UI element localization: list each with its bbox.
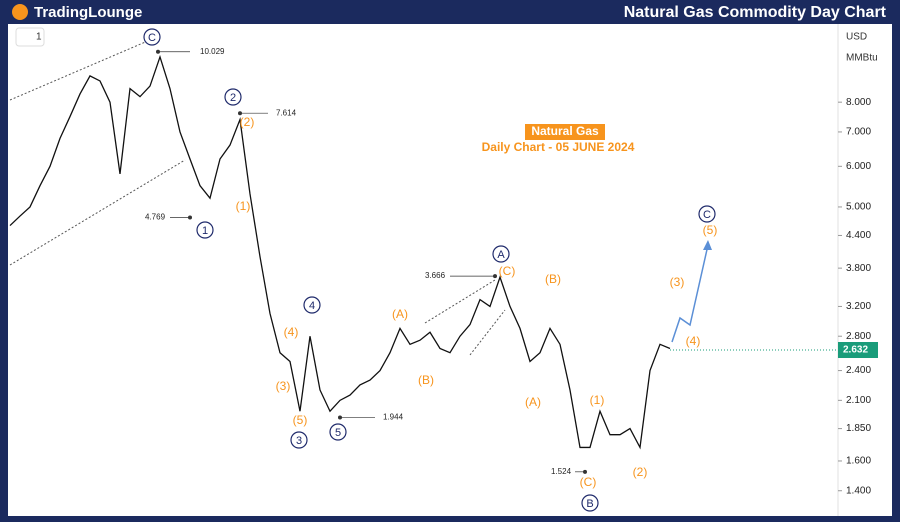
wave-label: (3) — [670, 275, 685, 289]
wave-circle — [492, 245, 510, 263]
wave-label: (4) — [686, 334, 701, 348]
brand: TradingLounge — [34, 4, 142, 21]
price-mark-label: 4.769 — [145, 213, 166, 222]
y-tick-label: 3.800 — [846, 263, 871, 274]
chart-subtitle: Daily Chart - 05 JUNE 2024 — [482, 140, 635, 154]
y-tick-label: 1.400 — [846, 485, 871, 496]
wave-circle — [290, 431, 308, 449]
wave-label: (C) — [499, 264, 516, 278]
wave-circle — [329, 423, 347, 441]
wave-label: (2) — [633, 465, 648, 479]
y-tick-label: 7.000 — [846, 127, 871, 138]
wave-label: (A) — [392, 307, 408, 321]
interval: 1 — [36, 32, 42, 43]
wave-label: (2) — [240, 115, 255, 129]
title-box — [525, 124, 605, 140]
wave-circle — [698, 205, 716, 223]
wave-label: (3) — [276, 379, 291, 393]
price-mark-dot — [188, 215, 192, 220]
wave-label: (1) — [590, 393, 605, 407]
wave-label: (4) — [284, 325, 299, 339]
wave-label: (5) — [293, 413, 308, 427]
wave-circle — [196, 221, 214, 239]
projection-arrow — [703, 240, 712, 250]
price-mark-label: 7.614 — [276, 108, 297, 117]
last-price-box — [838, 342, 878, 359]
wave-circle — [581, 494, 599, 512]
y-tick-label: 6.000 — [846, 161, 871, 172]
y-tick-label: 2.100 — [846, 395, 871, 406]
projection — [671, 244, 709, 343]
wave-label: B — [586, 498, 593, 510]
wave-label: A — [497, 249, 505, 261]
wave-label: 2 — [230, 92, 236, 104]
wave-label: 1 — [202, 225, 208, 237]
price-mark-dot — [493, 274, 497, 279]
price-mark-dot — [156, 49, 160, 54]
currency: USD — [846, 32, 867, 43]
last-price-label: 2.632 — [843, 345, 868, 356]
channel-line — [424, 279, 496, 324]
y-tick-label: 2.400 — [846, 365, 871, 376]
wave-label: (A) — [525, 395, 541, 409]
y-tick-label: 8.000 — [846, 97, 871, 108]
price-mark-dot — [238, 111, 242, 116]
wave-label: 3 — [296, 435, 302, 447]
wave-label: (1) — [236, 199, 251, 213]
channel-line — [9, 39, 151, 101]
wave-label: (5) — [703, 223, 718, 237]
wave-circle — [143, 28, 161, 46]
y-tick-label: 1.600 — [846, 456, 871, 467]
wave-circle — [303, 296, 321, 314]
y-tick-label: 3.200 — [846, 301, 871, 312]
wave-label: C — [148, 32, 156, 44]
price-mark-dot — [338, 415, 342, 420]
logo-icon — [12, 4, 28, 20]
y-tick-label: 1.850 — [846, 423, 871, 434]
chart-title: Natural Gas — [531, 124, 599, 138]
price-mark-label: 10.029 — [200, 47, 225, 56]
y-tick-label: 5.000 — [846, 202, 871, 213]
wave-label: (C) — [580, 475, 597, 489]
unit: MMBtu — [846, 53, 878, 64]
price-mark-label: 1.524 — [551, 467, 572, 476]
price-line — [9, 54, 671, 450]
wave-label: 5 — [335, 427, 341, 439]
price-mark-label: 1.944 — [383, 413, 404, 422]
wave-label: (B) — [545, 272, 561, 286]
wave-circle — [224, 88, 242, 106]
page-title: Natural Gas Commodity Day Chart — [624, 4, 887, 21]
channel-line — [469, 309, 506, 356]
y-tick-label: 2.800 — [846, 331, 871, 342]
wave-label: (B) — [418, 373, 434, 387]
wave-label: C — [703, 209, 711, 221]
price-mark-dot — [583, 469, 587, 474]
wave-label: 4 — [309, 300, 315, 312]
plot-bg — [8, 24, 892, 516]
interval-button[interactable] — [15, 27, 45, 47]
y-tick-label: 4.400 — [846, 230, 871, 241]
price-mark-label: 3.666 — [425, 271, 446, 280]
